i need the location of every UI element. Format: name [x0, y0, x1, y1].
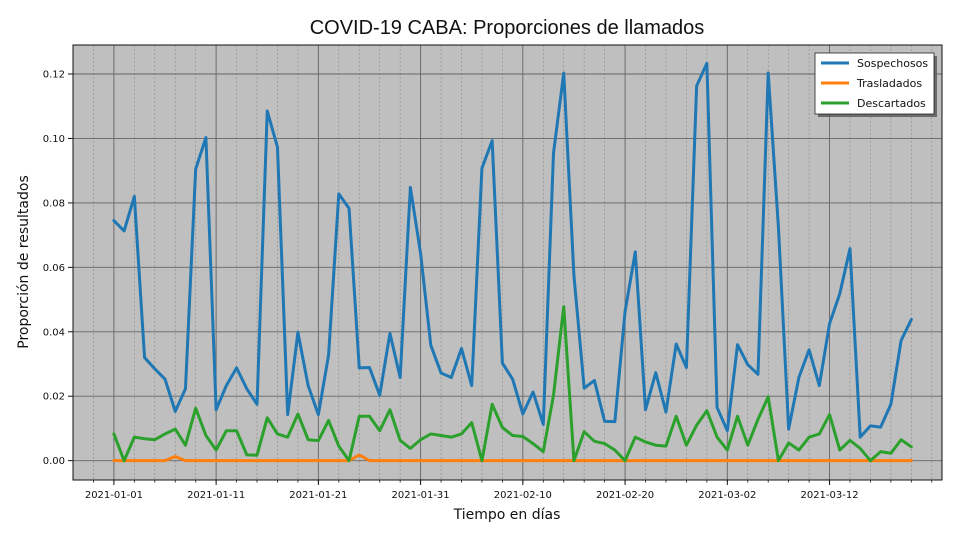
x-tick-label: 2021-02-10	[494, 490, 552, 501]
x-tick-label: 2021-03-02	[698, 490, 756, 501]
y-axis-label: Proporción de resultados	[16, 175, 32, 348]
x-tick-label: 2021-02-20	[596, 490, 654, 501]
y-tick-label: 0.06	[43, 263, 65, 274]
legend: Sospechosos Trasladados Descartados	[814, 52, 937, 117]
x-tick-label: 2021-01-31	[392, 490, 450, 501]
legend-label: Descartados	[857, 97, 926, 110]
y-tick-label: 0.00	[43, 456, 65, 467]
tick-labels: 2021-01-01 2021-01-11 2021-01-21 2021-01-31…	[43, 70, 859, 502]
series-line-sospechosos	[112, 61, 913, 439]
chart-title: COVID-19 CABA: Proporciones de llamados	[310, 17, 705, 39]
y-tick-label: 0.12	[43, 70, 65, 81]
plot-frame	[72, 44, 943, 481]
x-tick-label: 2021-01-21	[289, 490, 347, 501]
y-tick-label: 0.10	[43, 134, 65, 145]
x-tick-label: 2021-03-12	[800, 490, 858, 501]
plot-area	[73, 45, 942, 480]
x-tick-label: 2021-01-01	[85, 490, 143, 501]
y-tick-label: 0.04	[43, 327, 65, 338]
series-layer	[112, 61, 913, 463]
axis-ticks	[68, 73, 933, 485]
x-axis-label: Tiempo en días	[453, 507, 561, 523]
y-tick-label: 0.02	[43, 392, 65, 403]
x-tick-label: 2021-01-11	[187, 490, 245, 501]
legend-label: Trasladados	[856, 77, 922, 90]
y-tick-label: 0.08	[43, 198, 65, 209]
series-line-descartados	[112, 305, 913, 463]
legend-label: Sospechosos	[857, 57, 928, 70]
